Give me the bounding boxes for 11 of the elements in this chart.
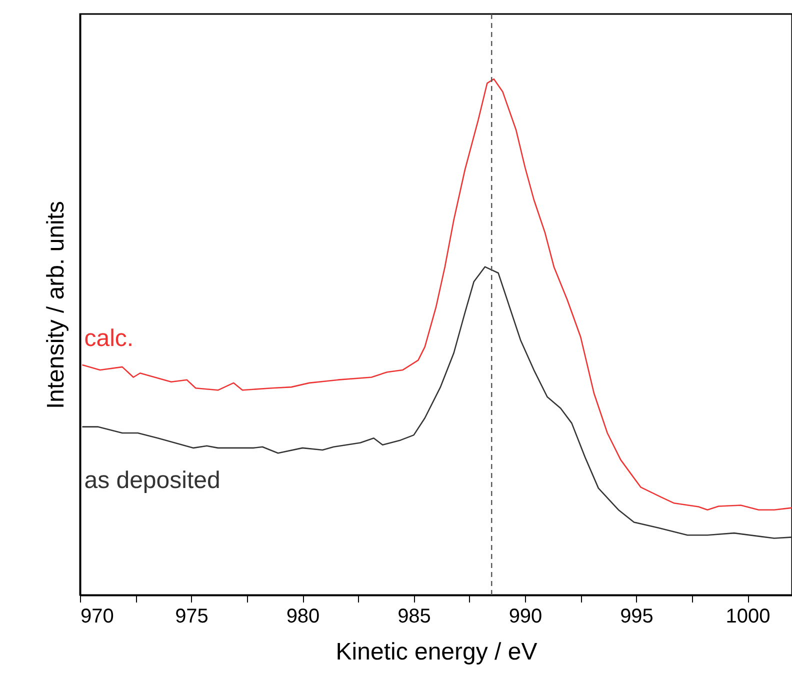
x-tick-label: 995 xyxy=(620,606,654,628)
x-tick-label: 975 xyxy=(175,606,208,628)
series-label: as deposited xyxy=(84,466,220,494)
x-axis-title: Kinetic energy / eV xyxy=(336,638,538,666)
x-tick-label: 990 xyxy=(508,606,542,628)
y-axis-title: Intensity / arb. units xyxy=(42,200,70,410)
x-tick-label: 985 xyxy=(398,606,431,628)
x-tick-label: 980 xyxy=(286,606,320,628)
x-tick-label: 1000 xyxy=(726,606,770,628)
series-label: calc. xyxy=(84,324,134,352)
x-tick-label: 970 xyxy=(80,606,114,628)
